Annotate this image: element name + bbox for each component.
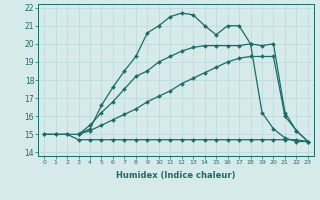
X-axis label: Humidex (Indice chaleur): Humidex (Indice chaleur) bbox=[116, 171, 236, 180]
